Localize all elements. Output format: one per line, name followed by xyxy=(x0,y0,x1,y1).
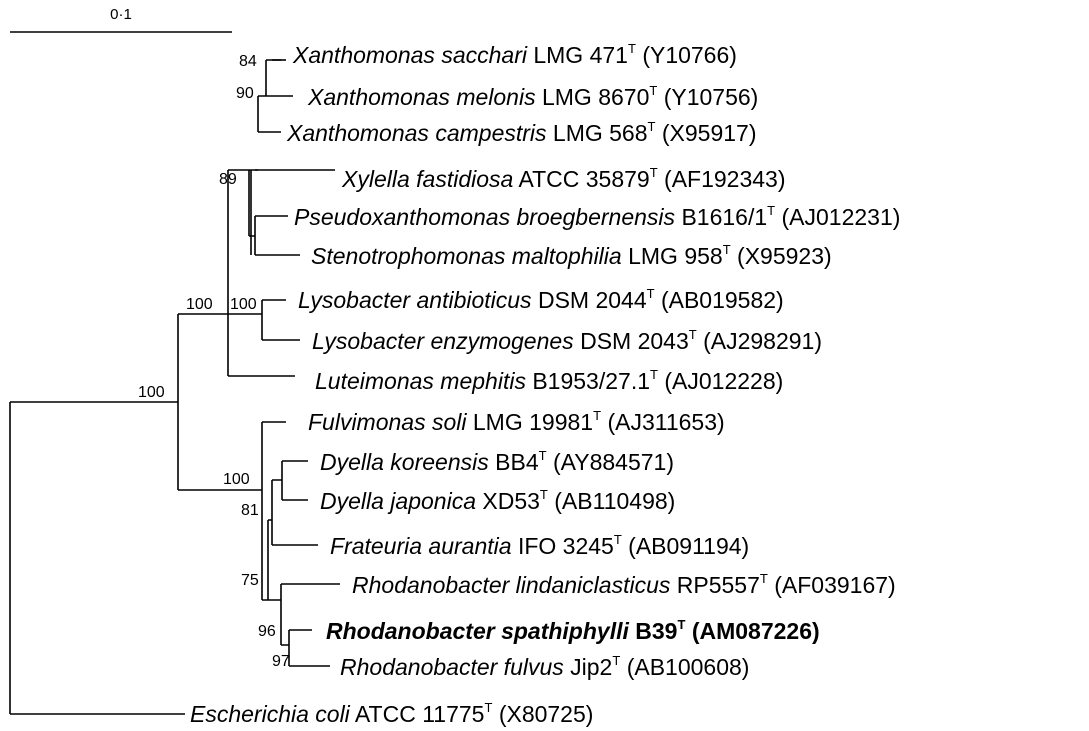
leaf-label-frat: Frateuria aurantia IFO 3245T (AB091194) xyxy=(330,532,749,559)
leaf-label-pseu: Pseudoxanthomonas broegbernensis B1616/1… xyxy=(294,203,900,230)
scale-bar-label: 0·1 xyxy=(110,6,132,23)
bootstrap-value: 100 xyxy=(186,296,213,313)
leaf-labels: Xanthomonas sacchari LMG 471T (Y10766) X… xyxy=(190,41,900,727)
bootstrap-value: 96 xyxy=(258,623,276,640)
branch-dyella xyxy=(281,460,308,501)
branch-xan-top xyxy=(257,95,281,133)
branch-pseudo-steno xyxy=(254,215,300,256)
tree-branches xyxy=(9,59,340,715)
branch-xan-lyso xyxy=(227,169,295,377)
branch-rhod-outer xyxy=(261,421,286,601)
branch-lysobacter xyxy=(261,299,300,341)
leaf-label-lute: Luteimonas mephitis B1953/27.1T (AJ01222… xyxy=(315,367,783,394)
bootstrap-value: 100 xyxy=(223,471,250,488)
leaf-label-lant: Lysobacter antibioticus DSM 2044T (AB019… xyxy=(298,286,784,313)
branch-dyella-frat xyxy=(271,479,318,546)
bootstrap-value: 89 xyxy=(219,171,237,188)
bootstrap-value: 100 xyxy=(138,384,165,401)
bootstrap-value: 90 xyxy=(236,85,254,102)
branch-xsac-xmel xyxy=(265,59,293,97)
leaf-label-xyl: Xylella fastidiosa ATCC 35879T (AF192343… xyxy=(341,165,786,192)
bootstrap-values: 84 90 89 100 100 100 100 81 75 96 97 xyxy=(138,53,290,670)
leaf-label-rspa: Rhodanobacter spathiphylli B39T (AM08722… xyxy=(326,617,820,644)
branch-root xyxy=(9,401,185,715)
bootstrap-value: 97 xyxy=(272,653,290,670)
leaf-label-rful: Rhodanobacter fulvus Jip2T (AB100608) xyxy=(340,653,749,680)
leaf-label-xcam: Xanthomonas campestris LMG 568T (X95917) xyxy=(286,119,756,146)
leaf-label-lenz: Lysobacter enzymogenes DSM 2043T (AJ2982… xyxy=(312,327,822,354)
branch-rhod-mid xyxy=(267,519,281,601)
leaf-label-xsac: Xanthomonas sacchari LMG 471T (Y10766) xyxy=(292,41,737,68)
leaf-label-ecol: Escherichia coli ATCC 11775T (X80725) xyxy=(190,700,593,727)
branch-xan-group xyxy=(248,169,255,237)
bootstrap-value: 75 xyxy=(241,572,259,589)
branch-main-split xyxy=(177,313,262,491)
leaf-label-xmel: Xanthomonas melonis LMG 8670T (Y10756) xyxy=(307,83,758,110)
bootstrap-value: 84 xyxy=(239,53,257,70)
bootstrap-value: 100 xyxy=(230,296,257,313)
leaf-label-fulv: Fulvimonas soli LMG 19981T (AJ311653) xyxy=(308,408,725,435)
leaf-label-dkor: Dyella koreensis BB4T (AY884571) xyxy=(320,448,674,475)
bootstrap-value: 81 xyxy=(241,502,259,519)
leaf-label-rlin: Rhodanobacter lindaniclasticus RP5557T (… xyxy=(352,571,896,598)
leaf-label-djap: Dyella japonica XD53T (AB110498) xyxy=(320,487,675,514)
branch-rspa-rful xyxy=(288,629,330,667)
branch-rhod-inner xyxy=(280,583,340,646)
leaf-label-sten: Stenotrophomonas maltophilia LMG 958T (X… xyxy=(311,242,832,269)
